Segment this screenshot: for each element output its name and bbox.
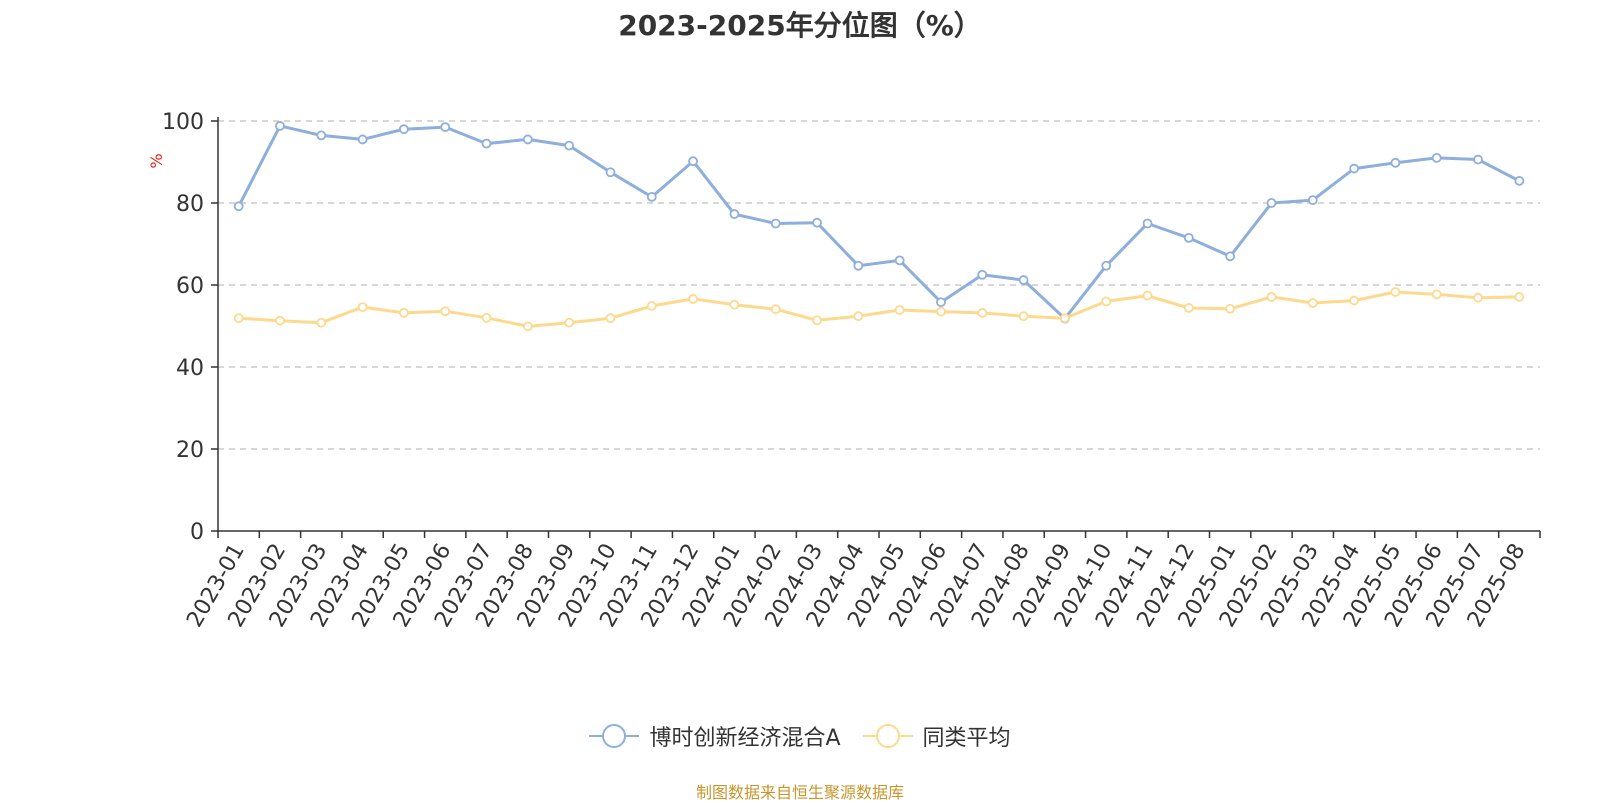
legend-circle-icon-series-1 <box>589 724 640 748</box>
data-point-series-2 <box>894 305 905 315</box>
data-point-series-2 <box>1101 296 1112 307</box>
data-point-series-2 <box>1142 290 1153 301</box>
data-point-series-1 <box>481 138 492 149</box>
data-point-series-1 <box>357 134 368 145</box>
data-point-series-1 <box>605 167 616 178</box>
data-point-series-1 <box>1390 157 1401 168</box>
data-point-series-2 <box>812 315 822 326</box>
data-point-series-1 <box>1225 251 1236 262</box>
y-tick-label: 20 <box>176 438 204 463</box>
data-point-series-1 <box>1101 260 1112 271</box>
data-point-series-1 <box>522 134 533 145</box>
data-point-series-1 <box>1142 218 1153 229</box>
data-point-series-2 <box>688 294 698 304</box>
data-point-series-1 <box>1307 195 1318 206</box>
data-point-series-1 <box>853 260 864 271</box>
data-point-series-1 <box>440 122 451 133</box>
data-point-series-2 <box>564 317 575 328</box>
data-point-series-1 <box>1473 154 1483 165</box>
data-point-series-1 <box>1349 163 1359 174</box>
legend-item-series-2[interactable]: 同类平均 <box>862 720 1011 752</box>
data-point-series-2 <box>1514 291 1525 302</box>
data-point-series-2 <box>233 313 244 324</box>
data-point-series-1 <box>1266 198 1277 208</box>
chart-title: 2023-2025年分位图（%） <box>618 9 982 42</box>
y-tick-label: 0 <box>190 520 204 545</box>
series-line-2 <box>238 290 1520 328</box>
data-point-series-2 <box>605 313 616 324</box>
y-tick-label: 100 <box>162 110 204 135</box>
data-point-series-2 <box>853 311 864 322</box>
data-point-series-2 <box>1183 303 1194 313</box>
y-tick-label: 40 <box>176 356 204 381</box>
data-point-series-1 <box>233 201 244 212</box>
y-tick-label: 80 <box>176 192 204 217</box>
data-point-series-1 <box>977 269 988 280</box>
data-point-series-2 <box>770 304 781 315</box>
data-point-series-1 <box>1431 152 1442 163</box>
data-point-series-1 <box>936 297 946 308</box>
data-point-series-2 <box>1266 291 1277 302</box>
data-point-series-2 <box>729 299 740 310</box>
data-point-series-1 <box>894 255 905 266</box>
data-point-series-2 <box>977 307 988 318</box>
data-point-series-2 <box>1390 287 1401 297</box>
data-point-series-2 <box>1431 289 1442 300</box>
y-tick-label: 60 <box>176 274 204 299</box>
legend-item-series-1[interactable]: 博时创新经济混合A <box>589 720 841 752</box>
data-point-series-1 <box>646 191 657 202</box>
data-point-series-1 <box>1514 175 1525 186</box>
chart-legend: 博时创新经济混合A 同类平均 <box>0 720 1600 752</box>
data-point-series-2 <box>275 315 285 326</box>
data-point-series-2 <box>936 306 946 317</box>
data-point-series-1 <box>1018 275 1029 285</box>
data-point-series-2 <box>316 317 327 328</box>
data-source-note: 制图数据来自恒生聚源数据库 <box>695 783 904 802</box>
data-point-series-1 <box>729 209 740 219</box>
data-point-series-2 <box>646 301 657 311</box>
data-point-series-1 <box>1183 232 1194 243</box>
data-point-series-1 <box>399 124 409 135</box>
data-point-series-2 <box>1307 298 1318 308</box>
data-point-series-2 <box>481 312 492 323</box>
data-point-series-2 <box>357 302 368 313</box>
data-point-series-2 <box>440 306 451 317</box>
data-point-series-1 <box>812 217 822 228</box>
y-axis-label: % <box>147 153 166 168</box>
data-point-series-2 <box>1349 295 1359 306</box>
data-point-series-2 <box>1060 313 1070 324</box>
legend-circle-icon-series-2 <box>862 724 913 748</box>
data-point-series-2 <box>1225 303 1236 314</box>
legend-marker-series-1 <box>602 724 627 748</box>
data-point-series-2 <box>522 321 533 332</box>
legend-label-series-2: 同类平均 <box>922 726 1011 751</box>
data-point-series-1 <box>275 121 285 131</box>
series-line-1 <box>237 124 1520 321</box>
data-point-series-1 <box>688 156 698 167</box>
data-point-series-1 <box>316 130 327 141</box>
legend-marker-series-2 <box>875 724 900 748</box>
legend-label-series-1: 博时创新经济混合A <box>649 726 841 751</box>
data-point-series-1 <box>770 218 781 229</box>
data-point-series-2 <box>1473 292 1483 303</box>
data-point-series-2 <box>1018 311 1029 322</box>
data-point-series-2 <box>399 307 409 318</box>
data-point-series-1 <box>564 140 575 151</box>
